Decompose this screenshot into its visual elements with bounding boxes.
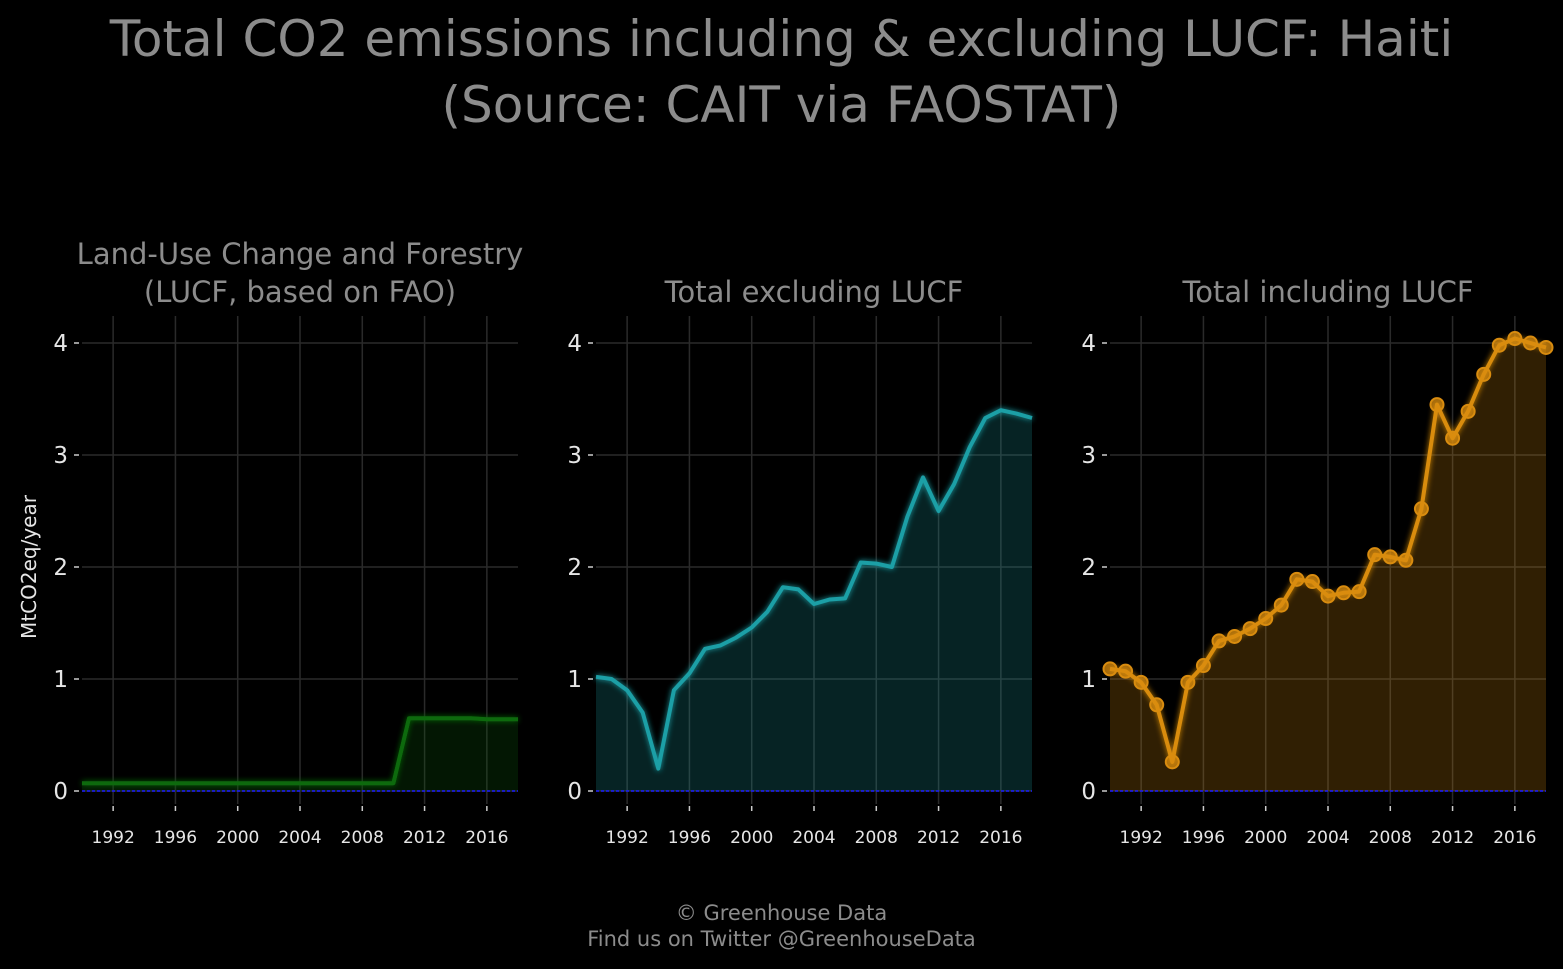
y-tick-label: 2: [567, 555, 582, 581]
data-point: [1164, 754, 1180, 770]
x-tick-label: 2008: [1369, 828, 1412, 848]
y-tick-label: 3: [567, 443, 582, 469]
series-area: [82, 718, 518, 791]
data-point: [1133, 674, 1149, 690]
data-point: [1491, 337, 1507, 353]
y-tick-label: 2: [1081, 555, 1096, 581]
x-tick-label: 1996: [668, 828, 711, 848]
x-tick-label: 2000: [730, 828, 773, 848]
data-point: [1398, 552, 1414, 568]
series-line: [82, 716, 518, 786]
y-tick-label: 1: [53, 667, 68, 693]
y-tick-label: 1: [567, 667, 582, 693]
footer: © Greenhouse Data Find us on Twitter @Gr…: [0, 900, 1563, 952]
data-point: [1351, 584, 1367, 600]
x-tick-label: 2004: [278, 828, 321, 848]
x-tick-label: 2004: [1306, 828, 1349, 848]
chart-title-line-2: (Source: CAIT via FAOSTAT): [441, 76, 1122, 134]
data-point: [1336, 585, 1352, 601]
y-tick-label: 4: [53, 331, 68, 357]
data-point: [1382, 549, 1398, 565]
data-point: [1289, 571, 1305, 587]
data-point: [1102, 661, 1118, 677]
x-tick-label: 2012: [1431, 828, 1474, 848]
panel-lucf: Land-Use Change and Forestry (LUCF, based…: [17, 237, 523, 848]
y-tick-label: 0: [1081, 779, 1096, 805]
y-tick-label: 0: [53, 779, 68, 805]
y-tick-label: 2: [53, 555, 68, 581]
data-point: [1413, 501, 1429, 517]
y-axis-label: MtCO2eq/year: [17, 494, 41, 639]
series-area: [1110, 338, 1546, 791]
series-area: [596, 410, 1032, 791]
data-point: [1242, 621, 1258, 637]
y-tick-label: 0: [567, 779, 582, 805]
y-tick-label: 3: [1081, 443, 1096, 469]
panel-title: Total including LUCF: [1181, 275, 1473, 309]
data-point: [1538, 339, 1554, 355]
data-point: [1445, 430, 1461, 446]
data-point: [1522, 335, 1538, 351]
data-point: [1149, 697, 1165, 713]
panel-excl: Total excluding LUCF 0 1 2 3 4 1992 1996 2000 200…: [567, 275, 1033, 848]
data-point: [1118, 663, 1134, 679]
panel-title: Land-Use Change and Forestry (LUCF, based…: [77, 237, 524, 309]
chart-title: Total CO2 emissions including & excludin…: [0, 6, 1563, 138]
data-point: [1367, 547, 1383, 563]
data-point: [1273, 597, 1289, 613]
y-tick-label: 3: [53, 443, 68, 469]
x-tick-label: 2012: [403, 828, 446, 848]
footer-twitter: Find us on Twitter @GreenhouseData: [587, 927, 976, 951]
data-point: [1180, 674, 1196, 690]
data-point: [1476, 366, 1492, 382]
y-tick-label: 1: [1081, 667, 1096, 693]
footer-copyright: © Greenhouse Data: [675, 901, 888, 925]
y-tick-label: 4: [1081, 331, 1096, 357]
series-line: [595, 408, 1033, 771]
x-tick-label: 2016: [1493, 828, 1536, 848]
x-tick-label: 2012: [917, 828, 960, 848]
data-point: [1304, 574, 1320, 590]
x-tick-label: 1996: [1182, 828, 1225, 848]
data-point: [1320, 588, 1336, 604]
x-tick-label: 2016: [465, 828, 508, 848]
data-point: [1507, 331, 1523, 347]
data-point: [1227, 628, 1243, 644]
x-tick-label: 2000: [1244, 828, 1287, 848]
x-tick-label: 2004: [792, 828, 835, 848]
x-tick-label: 2008: [341, 828, 384, 848]
x-tick-label: 1992: [92, 828, 135, 848]
x-tick-label: 1996: [154, 828, 197, 848]
panel-title: Total excluding LUCF: [664, 275, 964, 309]
x-tick-label: 2000: [216, 828, 259, 848]
x-tick-label: 2016: [979, 828, 1022, 848]
chart-title-line-1: Total CO2 emissions including & excludin…: [109, 10, 1454, 68]
panel-incl: Total including LUCF 0 1 2 3 4 1992 1996 2000 200…: [1081, 275, 1554, 848]
data-point: [1258, 611, 1274, 627]
y-tick-label: 4: [567, 331, 582, 357]
x-tick-label: 2008: [855, 828, 898, 848]
data-point: [1211, 633, 1227, 649]
x-tick-label: 1992: [1120, 828, 1163, 848]
data-point: [1460, 403, 1476, 419]
x-tick-label: 1992: [606, 828, 649, 848]
data-point: [1429, 397, 1445, 413]
data-point: [1195, 658, 1211, 674]
